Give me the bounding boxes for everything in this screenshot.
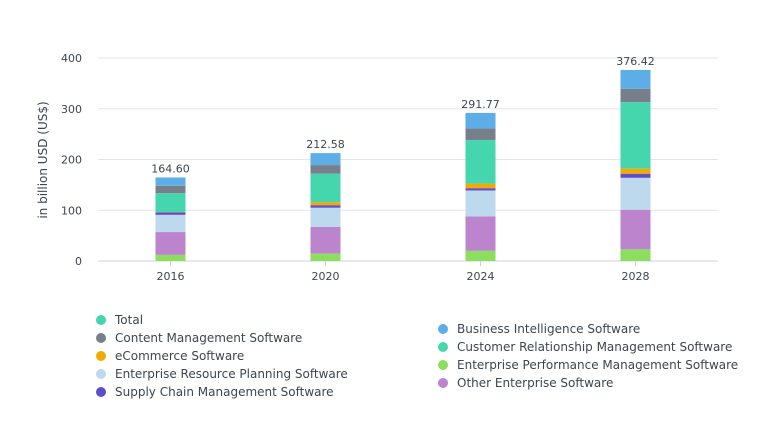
legend-left: Total Content Management Software eCommerc… (96, 311, 348, 401)
bar-segment (155, 254, 186, 261)
legend-marker-icon (438, 342, 448, 352)
bar-segment (155, 212, 186, 215)
legend-item[interactable]: Customer Relationship Management Softwar… (438, 338, 738, 356)
bar-segment (465, 128, 496, 140)
bar-segment (465, 250, 496, 261)
bar-segment (465, 188, 496, 191)
bar-segment (155, 185, 186, 194)
legend-marker-icon (96, 315, 106, 325)
bar-segment (620, 69, 651, 89)
legend-label: Total (115, 313, 144, 327)
legend-marker-icon (438, 324, 448, 334)
legend-item[interactable]: Content Management Software (96, 329, 348, 347)
bar-segment (465, 183, 496, 189)
total-label: 212.58 (306, 138, 345, 151)
legend-label: Supply Chain Management Software (115, 385, 334, 399)
legend-label: eCommerce Software (115, 349, 245, 363)
legend-marker-icon (96, 387, 106, 397)
x-tick-label: 2028 (622, 270, 650, 283)
bar-segment (310, 173, 341, 203)
y-tick-label: 100 (61, 204, 82, 217)
bar-segment (310, 202, 341, 206)
bar-segment (620, 173, 651, 178)
bar-segment (465, 216, 496, 251)
legend-marker-icon (96, 369, 106, 379)
bar-segment (310, 226, 341, 254)
bar-segment (465, 190, 496, 217)
bar-segment (620, 88, 651, 103)
legend-item[interactable]: Supply Chain Management Software (96, 383, 348, 401)
legend-marker-icon (438, 360, 448, 370)
bar-segment (620, 209, 651, 250)
bar-segment (465, 112, 496, 129)
stacked-bar-chart: 0 100 200 300 400 164.60 212.58 291.77 376.42 2… (36, 52, 718, 283)
bar-segment (620, 102, 651, 169)
legend-label: Business Intelligence Software (457, 322, 641, 336)
bar-segment (620, 168, 651, 174)
y-tick-label: 200 (61, 154, 82, 167)
legend-item[interactable]: eCommerce Software (96, 347, 348, 365)
legend-item[interactable]: Business Intelligence Software (438, 320, 738, 338)
gridlines (98, 57, 718, 262)
legend-marker-icon (96, 333, 106, 343)
legend-right: Business Intelligence Software Customer R… (438, 320, 738, 392)
y-axis-label: in billion USD (US$) (36, 101, 50, 218)
bar-segment (155, 232, 186, 255)
x-tick-labels: 2016 2020 2024 2028 (157, 261, 650, 283)
bar-segment (465, 139, 496, 184)
legend-item[interactable]: Other Enterprise Software (438, 374, 738, 392)
bar-segment (310, 205, 341, 208)
y-tick-label: 400 (61, 52, 82, 65)
legend-label: Enterprise Performance Management Softwa… (457, 358, 739, 372)
bar-segment (310, 165, 341, 174)
total-label: 291.77 (461, 98, 500, 111)
bar-segment (155, 193, 186, 212)
bar-segment (620, 177, 651, 210)
bar-segment (310, 207, 341, 227)
bar-segment (155, 214, 186, 233)
legend-item[interactable]: Enterprise Resource Planning Software (96, 365, 348, 383)
y-tick-label: 300 (61, 103, 82, 116)
legend-marker-icon (438, 378, 448, 388)
legend-label: Content Management Software (115, 331, 303, 345)
x-tick-label: 2024 (467, 270, 495, 283)
legend-label: Other Enterprise Software (457, 376, 614, 390)
y-tick-labels: 0 100 200 300 400 (61, 52, 82, 268)
legend-item[interactable]: Enterprise Performance Management Softwa… (438, 356, 738, 374)
bar-segment (155, 177, 186, 186)
bars: 164.60 212.58 291.77 376.42 (151, 55, 655, 261)
y-tick-label: 0 (75, 255, 82, 268)
bar-segment (310, 153, 341, 166)
legend-marker-icon (96, 351, 106, 361)
bar-segment (310, 253, 341, 261)
x-tick-label: 2020 (312, 270, 340, 283)
total-label: 376.42 (616, 55, 655, 68)
legend-item[interactable]: Total (96, 311, 348, 329)
legend-label: Enterprise Resource Planning Software (115, 367, 348, 381)
legend-label: Customer Relationship Management Softwar… (457, 340, 733, 354)
x-tick-label: 2016 (157, 270, 185, 283)
bar-segment (620, 249, 651, 261)
total-label: 164.60 (151, 162, 190, 175)
